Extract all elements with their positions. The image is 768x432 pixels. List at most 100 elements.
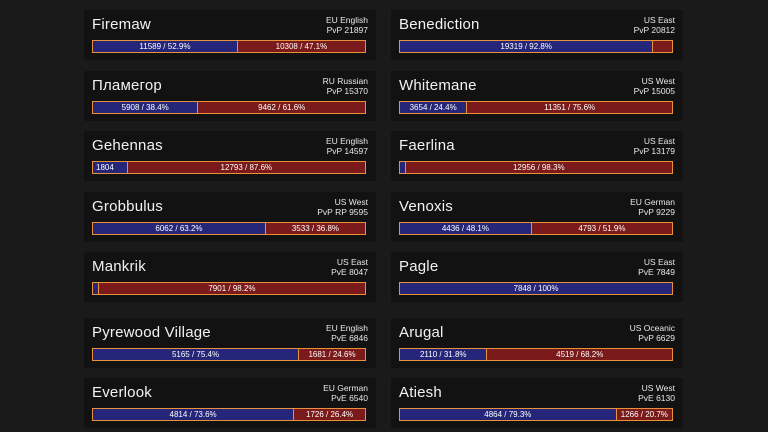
server-type-population: PvE 8047	[331, 267, 368, 277]
server-card[interactable]: Venoxis EU German PvP 9229 4436 / 48.1% 4793…	[391, 192, 683, 242]
horde-segment: 12956 / 98.3%	[404, 162, 672, 173]
server-meta: US East PvP 20812	[634, 15, 675, 35]
faction-balance-bar: 2110 / 31.8% 4519 / 68.2%	[399, 348, 673, 361]
server-name: Venoxis	[399, 198, 453, 215]
server-meta: EU German PvP 9229	[630, 197, 675, 217]
alliance-segment: 5908 / 38.4%	[93, 102, 198, 113]
server-meta: EU English PvP 14597	[326, 136, 368, 156]
server-type-population: PvP 21897	[326, 25, 368, 35]
server-card[interactable]: Whitemane US West PvP 15005 3654 / 24.4% 113…	[391, 71, 683, 121]
server-card[interactable]: Arugal US Oceanic PvP 6629 2110 / 31.8% 4519…	[391, 318, 683, 368]
faction-balance-bar: 3654 / 24.4% 11351 / 75.6%	[399, 101, 673, 114]
faction-balance-bar: 4436 / 48.1% 4793 / 51.9%	[399, 222, 673, 235]
server-type-population: PvP 15005	[633, 86, 675, 96]
faction-balance-bar: 19319 / 92.8%	[399, 40, 673, 53]
server-name: Arugal	[399, 324, 444, 341]
server-meta: US East PvP 13179	[634, 136, 675, 156]
alliance-segment: 11589 / 52.9%	[93, 41, 237, 52]
server-name: Benediction	[399, 16, 480, 33]
server-meta: US East PvE 7849	[638, 257, 675, 277]
alliance-segment: 7848 / 100%	[400, 283, 672, 294]
server-card[interactable]: Atiesh US West PvE 6130 4864 / 79.3% 1266 / …	[391, 378, 683, 428]
server-meta: US Oceanic PvP 6629	[630, 323, 675, 343]
alliance-segment: 4814 / 73.6%	[93, 409, 294, 420]
server-card[interactable]: Mankrik US East PvE 8047 7901 / 98.2%	[84, 252, 376, 302]
alliance-segment: 4864 / 79.3%	[400, 409, 616, 420]
server-card[interactable]: Grobbulus US West PvP RP 9595 6062 / 63.2% 3…	[84, 192, 376, 242]
server-type-population: PvE 6846	[331, 333, 368, 343]
server-type-population: PvP RP 9595	[317, 207, 368, 217]
server-name: Atiesh	[399, 384, 442, 401]
server-name: Whitemane	[399, 77, 477, 94]
faction-balance-bar: 6062 / 63.2% 3533 / 36.8%	[92, 222, 366, 235]
horde-segment: 1726 / 26.4%	[293, 409, 365, 420]
server-name: Pyrewood Village	[92, 324, 211, 341]
server-card[interactable]: Пламегор RU Russian PvP 15370 5908 / 38.4% 9…	[84, 71, 376, 121]
horde-segment: 4519 / 68.2%	[486, 349, 672, 360]
server-region: RU Russian	[322, 76, 368, 86]
server-card[interactable]: Faerlina US East PvP 13179 12956 / 98.3%	[391, 131, 683, 181]
server-name: Everlook	[92, 384, 152, 401]
server-meta: US East PvE 8047	[331, 257, 368, 277]
alliance-segment: 2110 / 31.8%	[400, 349, 487, 360]
server-region: EU English	[325, 323, 368, 333]
horde-segment	[652, 41, 672, 52]
server-region: US West	[641, 383, 675, 393]
faction-balance-bar: 12956 / 98.3%	[399, 161, 673, 174]
server-card[interactable]: Pyrewood Village EU English PvE 6846 5165 /…	[84, 318, 376, 368]
horde-segment: 12793 / 87.6%	[126, 162, 365, 173]
faction-balance-bar: 11589 / 52.9% 10308 / 47.1%	[92, 40, 366, 53]
horde-segment: 10308 / 47.1%	[236, 41, 365, 52]
server-card[interactable]: Firemaw EU English PvP 21897 11589 / 52.9% 1…	[84, 10, 376, 60]
horde-segment: 1266 / 20.7%	[615, 409, 672, 420]
server-name: Grobbulus	[92, 198, 164, 215]
alliance-segment: 3654 / 24.4%	[400, 102, 467, 113]
alliance-segment: 6062 / 63.2%	[93, 223, 265, 234]
alliance-segment: 19319 / 92.8%	[400, 41, 653, 52]
horde-segment: 9462 / 61.6%	[197, 102, 365, 113]
alliance-segment: 5165 / 75.4%	[93, 349, 299, 360]
server-card[interactable]: Gehennas EU English PvP 14597 1804 12793 / 8…	[84, 131, 376, 181]
horde-segment: 1681 / 24.6%	[298, 349, 365, 360]
horde-segment: 4793 / 51.9%	[530, 223, 672, 234]
server-type-population: PvP 9229	[638, 207, 675, 217]
server-region: EU German	[630, 197, 675, 207]
server-type-population: PvP 14597	[326, 146, 368, 156]
server-region: US East	[643, 15, 675, 25]
server-region: EU German	[323, 383, 368, 393]
server-type-population: PvP 15370	[326, 86, 368, 96]
server-region: US West	[334, 197, 368, 207]
faction-balance-bar: 4814 / 73.6% 1726 / 26.4%	[92, 408, 366, 421]
faction-balance-bar: 1804 12793 / 87.6%	[92, 161, 366, 174]
server-type-population: PvP 6629	[638, 333, 675, 343]
server-name: Пламегор	[92, 77, 162, 94]
server-meta: RU Russian PvP 15370	[323, 76, 368, 96]
server-card[interactable]: Benediction US East PvP 20812 19319 / 92.8%	[391, 10, 683, 60]
server-region: EU English	[325, 15, 368, 25]
faction-balance-bar: 7848 / 100%	[399, 282, 673, 295]
server-region: US East	[643, 136, 675, 146]
horde-segment: 3533 / 36.8%	[264, 223, 365, 234]
server-name: Firemaw	[92, 16, 151, 33]
server-meta: US West PvP 15005	[634, 76, 675, 96]
server-name: Gehennas	[92, 137, 163, 154]
server-card[interactable]: Pagle US East PvE 7849 7848 / 100%	[391, 252, 683, 302]
faction-balance-bar: 4864 / 79.3% 1266 / 20.7%	[399, 408, 673, 421]
faction-balance-bar: 5908 / 38.4% 9462 / 61.6%	[92, 101, 366, 114]
faction-balance-bar: 5165 / 75.4% 1681 / 24.6%	[92, 348, 366, 361]
server-meta: US West PvP RP 9595	[317, 197, 368, 217]
server-type-population: PvE 6130	[638, 393, 675, 403]
server-type-population: PvP 13179	[633, 146, 675, 156]
server-meta: EU English PvP 21897	[326, 15, 368, 35]
server-type-population: PvP 20812	[633, 25, 675, 35]
server-type-population: PvE 7849	[638, 267, 675, 277]
server-region: US Oceanic	[629, 323, 675, 333]
server-card[interactable]: Everlook EU German PvE 6540 4814 / 73.6% 172…	[84, 378, 376, 428]
alliance-segment: 1804	[93, 162, 127, 173]
server-region: US West	[641, 76, 675, 86]
faction-balance-bar: 7901 / 98.2%	[92, 282, 366, 295]
server-type-population: PvE 6540	[331, 393, 368, 403]
alliance-segment: 4436 / 48.1%	[400, 223, 531, 234]
server-region: US East	[643, 257, 675, 267]
